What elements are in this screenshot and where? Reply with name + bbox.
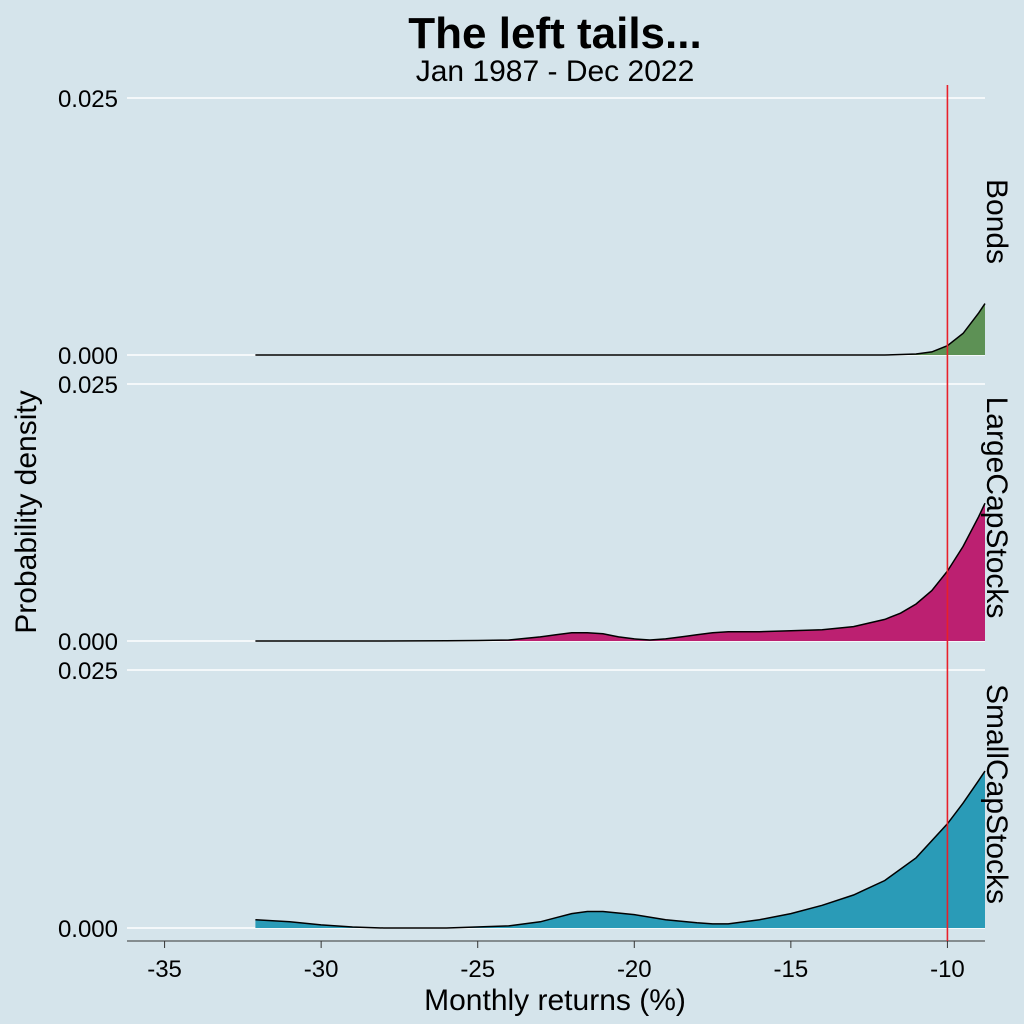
x-tick-label: -15 bbox=[774, 956, 809, 983]
panels-layer: 0.0000.025Bonds0.0000.025LargeCapStocks0… bbox=[58, 86, 1013, 943]
x-tick-label: -25 bbox=[460, 956, 495, 983]
y-tick-label: 0.025 bbox=[58, 372, 118, 399]
panel-LargeCapStocks: 0.000 0.025 LargeCapStocks bbox=[58, 372, 1013, 656]
density-area-SmallCapStocks bbox=[255, 771, 985, 928]
facet-label-SmallCapStocks: SmallCapStocks bbox=[980, 684, 1013, 904]
chart-title: The left tails... bbox=[408, 9, 701, 58]
density-line-Bonds bbox=[255, 303, 986, 356]
chart-subtitle: Jan 1987 - Dec 2022 bbox=[416, 55, 695, 88]
x-tick-label: -35 bbox=[147, 956, 182, 983]
y-tick-label: 0.025 bbox=[58, 86, 118, 113]
density-line-SmallCapStocks bbox=[255, 770, 986, 929]
density-area-LargeCapStocks bbox=[255, 503, 985, 641]
facet-label-LargeCapStocks: LargeCapStocks bbox=[980, 397, 1013, 619]
x-axis-label: Monthly returns (%) bbox=[424, 984, 686, 1017]
y-tick-label: 0.025 bbox=[58, 658, 118, 685]
facet-label-Bonds: Bonds bbox=[980, 179, 1013, 264]
x-axis: -35 -30 -25 -20 -15 -10 bbox=[127, 940, 985, 983]
y-tick-label: 0.000 bbox=[58, 629, 118, 656]
density-line-LargeCapStocks bbox=[255, 502, 986, 642]
y-axis-label: Probability density bbox=[10, 390, 43, 633]
panel-SmallCapStocks: 0.000 0.025 SmallCapStocks bbox=[58, 658, 1013, 943]
x-tick-label: -20 bbox=[617, 956, 652, 983]
y-tick-label: 0.000 bbox=[58, 916, 118, 943]
x-tick-label: -10 bbox=[930, 956, 965, 983]
y-tick-label: 0.000 bbox=[58, 343, 118, 370]
x-tick-label: -30 bbox=[304, 956, 339, 983]
panel-Bonds: 0.000 0.025 Bonds bbox=[58, 86, 1013, 370]
